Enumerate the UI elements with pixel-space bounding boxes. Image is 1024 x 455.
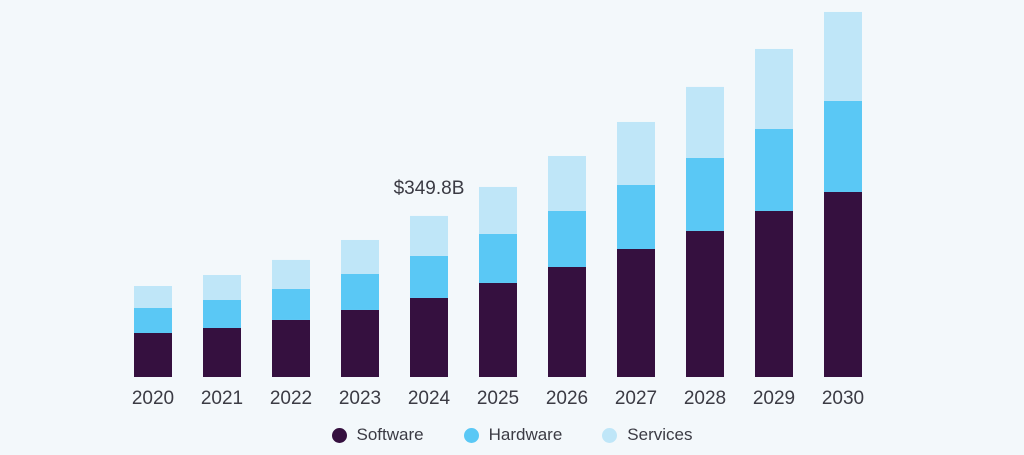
data-label-2024: $349.8B [394, 178, 465, 199]
bar-hardware-2025 [479, 233, 517, 283]
bar-hardware-2024 [410, 255, 448, 298]
bar-hardware-2023 [341, 273, 379, 310]
x-tick-label-2020: 2020 [132, 388, 174, 409]
x-tick-label-2023: 2023 [339, 388, 381, 409]
bar-services-2025 [479, 186, 517, 234]
bar-software-2026 [548, 266, 586, 377]
legend-item-hardware: Hardware [463, 425, 563, 445]
bar-services-2029 [755, 48, 793, 129]
bar-services-2024 [410, 215, 448, 256]
x-tick-label-2027: 2027 [615, 388, 657, 409]
bar-hardware-2021 [203, 299, 241, 328]
bar-software-2024 [410, 297, 448, 377]
x-tick-label-2021: 2021 [201, 388, 243, 409]
bar-services-2027 [617, 121, 655, 185]
x-tick-label-2022: 2022 [270, 388, 312, 409]
bar-software-2028 [686, 230, 724, 377]
x-tick-label-2029: 2029 [753, 388, 795, 409]
bar-hardware-2030 [824, 100, 862, 192]
bar-software-2029 [755, 210, 793, 377]
bar-hardware-2027 [617, 184, 655, 250]
x-tick-label-2026: 2026 [546, 388, 588, 409]
x-tick-label-2025: 2025 [477, 388, 519, 409]
bar-hardware-2020 [134, 308, 172, 333]
legend-item-services: Services [602, 425, 692, 445]
x-tick-label-2024: 2024 [408, 388, 451, 409]
bar-hardware-2026 [548, 210, 586, 267]
bar-software-2027 [617, 249, 655, 377]
bar-software-2030 [824, 191, 862, 377]
bar-services-2028 [686, 86, 724, 158]
bar-software-2020 [134, 332, 172, 377]
bar-hardware-2029 [755, 128, 793, 211]
legend-dot-services [602, 427, 618, 443]
bar-software-2023 [341, 309, 379, 377]
bar-services-2022 [272, 259, 310, 289]
legend: Software Hardware Services [0, 425, 1024, 445]
bar-services-2030 [824, 11, 862, 101]
bar-software-2025 [479, 282, 517, 377]
legend-dot-hardware [463, 427, 479, 443]
bar-hardware-2022 [272, 288, 310, 320]
legend-label-services: Services [627, 425, 693, 444]
bar-software-2021 [203, 327, 241, 377]
bar-services-2026 [548, 155, 586, 211]
x-tick-label-2030: 2030 [822, 388, 864, 409]
bar-software-2022 [272, 319, 310, 377]
legend-dot-software [331, 427, 347, 443]
x-tick-label-2028: 2028 [684, 388, 726, 409]
bar-services-2023 [341, 239, 379, 274]
bar-services-2021 [203, 275, 241, 300]
legend-item-software: Software [331, 425, 424, 445]
legend-label-hardware: Hardware [488, 425, 563, 444]
bar-hardware-2028 [686, 157, 724, 231]
bar-services-2020 [134, 286, 172, 309]
legend-label-software: Software [356, 425, 424, 444]
